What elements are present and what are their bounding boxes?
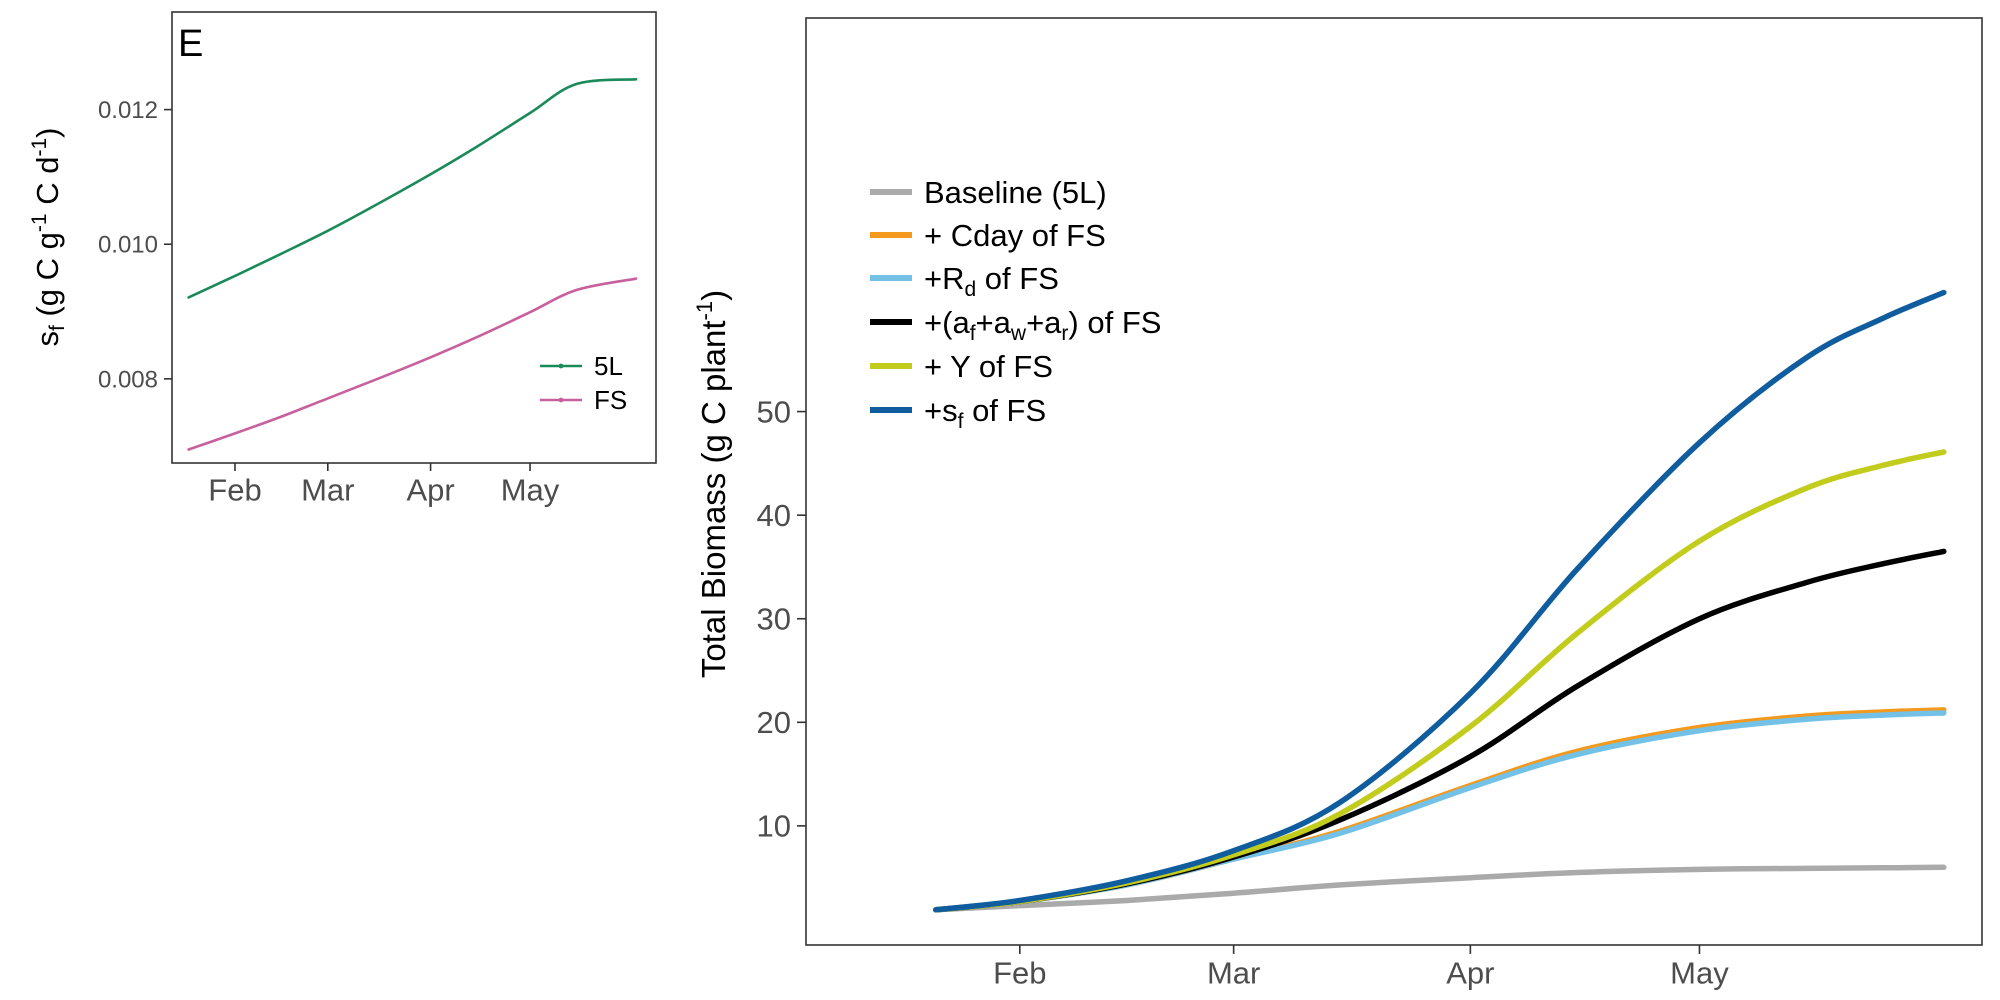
legend-label-rd: +Rd of FS xyxy=(924,261,1059,301)
y-tick-label: 0.012 xyxy=(98,97,158,124)
main-y-ticks: 10 20 30 40 50 xyxy=(757,394,806,844)
chart-panel-e: E sf (g C g-1 C d-1) 0.008 0.010 0.012 Feb… xyxy=(28,11,657,507)
y-tick-label: 50 xyxy=(757,394,791,429)
x-tick-label-apr: Apr xyxy=(406,472,454,507)
main-legend: Baseline (5L) + Cday of FS +Rd of FS +(a… xyxy=(870,175,1161,433)
panel-e-legend: 5L FS xyxy=(540,351,627,415)
legend-label-cday: + Cday of FS xyxy=(924,218,1106,253)
legend-label-y: + Y of FS xyxy=(924,349,1053,384)
y-tick-label: 30 xyxy=(757,602,791,637)
x-tick-label-may: May xyxy=(501,472,560,507)
series-line-sf-of-fs xyxy=(933,289,1947,913)
x-tick-label-mar: Mar xyxy=(1207,955,1260,990)
y-tick-label: 0.008 xyxy=(98,366,158,393)
y-tick-label: 20 xyxy=(757,705,791,740)
series-line-5l xyxy=(187,78,638,299)
x-tick-label-may: May xyxy=(1670,955,1729,990)
main-y-axis-title: Total Biomass (g C plant-1) xyxy=(692,290,732,678)
y-tick-label: 10 xyxy=(757,809,791,844)
legend-label-baseline: Baseline (5L) xyxy=(924,175,1107,210)
main-series xyxy=(933,289,1947,913)
x-tick-label-feb: Feb xyxy=(993,955,1046,990)
main-x-ticks: Feb Mar Apr May xyxy=(993,945,1729,990)
panel-e-series xyxy=(187,78,638,451)
x-tick-label-apr: Apr xyxy=(1446,955,1494,990)
y-tick-label: 0.010 xyxy=(98,232,158,259)
x-tick-label-mar: Mar xyxy=(301,472,354,507)
chart-total-biomass: Total Biomass (g C plant-1) 10 20 30 40 50 F… xyxy=(692,17,1983,990)
legend-label-sf: +sf of FS xyxy=(924,393,1046,433)
legend-label-allocation: +(af+aw+ar) of FS xyxy=(924,305,1161,345)
panel-e-plot-frame xyxy=(171,11,657,464)
panel-e-legend-label-5l: 5L xyxy=(594,351,623,381)
panel-e-x-ticks: Feb Mar Apr May xyxy=(208,463,560,507)
panel-e-legend-dot-5l xyxy=(558,363,564,369)
panel-e-legend-dot-fs xyxy=(558,397,564,403)
series-line-fs xyxy=(187,277,638,451)
panel-e-legend-label-fs: FS xyxy=(594,385,627,415)
y-tick-label: 40 xyxy=(757,498,791,533)
x-tick-label-feb: Feb xyxy=(208,472,261,507)
panel-e-y-ticks: 0.008 0.010 0.012 xyxy=(98,97,172,393)
panel-e-y-axis-title: sf (g C g-1 C d-1) xyxy=(28,128,69,347)
series-line-baseline-5l xyxy=(933,864,1947,913)
panel-e-label: E xyxy=(178,23,203,65)
main-plot-frame xyxy=(805,17,1983,946)
